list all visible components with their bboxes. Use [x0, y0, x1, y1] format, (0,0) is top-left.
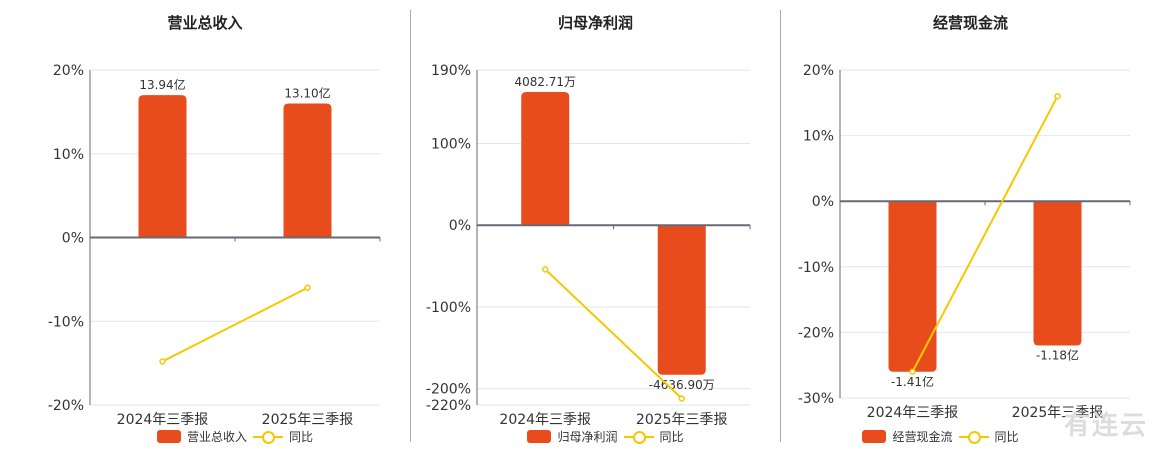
y-tick-label: 190% — [431, 63, 471, 79]
bar — [283, 103, 332, 238]
y-tick-label: 20% — [803, 63, 834, 79]
yoy-point — [909, 368, 916, 376]
legend: 经营现金流 同比 — [721, 428, 1160, 445]
x-tick-label: 2025年三季报 — [636, 412, 728, 428]
yoy-line — [162, 286, 308, 363]
chart-panel-net-profit: 归母净利润 190% 100% 0% -100% -200% -220% 4082.71万 -… — [411, 0, 780, 450]
y-tick-label: -220% — [426, 398, 471, 414]
legend-bar-swatch[interactable] — [156, 430, 181, 443]
chart-cash-flow: 20% 10% 0% -10% -20% -30% -1.41亿 -1.18亿 2024年三季报… — [798, 63, 1131, 421]
y-tick-label: 100% — [431, 137, 471, 153]
legend-bar-label[interactable]: 营业总收入 — [186, 430, 247, 444]
y-tick-label: -100% — [426, 300, 471, 316]
yoy-point — [304, 284, 311, 291]
bar — [657, 225, 706, 375]
y-tick-label: -10% — [798, 260, 834, 276]
y-tick-label: -30% — [798, 391, 834, 407]
x-tick-label: 2024年三季报 — [499, 412, 591, 428]
bar-data-label: 13.10亿 — [284, 86, 330, 101]
legend-line-swatch[interactable] — [623, 430, 654, 444]
legend: 营业总收入 同比 — [60, 428, 410, 445]
legend-bar-label[interactable]: 经营现金流 — [892, 430, 953, 444]
yoy-point — [159, 358, 166, 365]
y-tick-label: 10% — [53, 147, 84, 163]
x-tick-label: 2025年三季报 — [1012, 405, 1104, 421]
legend-bar-swatch[interactable] — [527, 430, 552, 443]
y-tick-label: -20% — [798, 325, 834, 341]
bar — [888, 201, 937, 372]
chart-title: 归母净利润 — [557, 14, 633, 32]
y-tick-label: 0% — [449, 218, 471, 234]
bar-data-label: -4636.90万 — [649, 378, 715, 392]
chart-net-profit: 190% 100% 0% -100% -200%-220% 4082.71万 -4636.9… — [426, 63, 751, 428]
x-tick-label: 2024年三季报 — [867, 405, 959, 421]
x-tick-label: 2025年三季报 — [262, 412, 354, 428]
x-tick-label: 2024年三季报 — [117, 412, 209, 428]
yoy-point — [1054, 92, 1061, 100]
bar — [521, 92, 570, 226]
y-tick-label: -10% — [48, 314, 84, 330]
yoy-line — [544, 268, 683, 400]
bar-data-label: -1.18亿 — [1036, 348, 1079, 363]
y-tick-label: -200% — [426, 382, 471, 398]
bar-data-label: 4082.71万 — [514, 75, 576, 89]
legend-line-swatch[interactable] — [958, 430, 989, 444]
legend: 归母净利润 同比 — [431, 428, 780, 445]
yoy-point — [678, 395, 685, 402]
y-tick-label: 10% — [803, 129, 834, 145]
y-tick-label: -20% — [48, 398, 84, 414]
legend-bar-swatch[interactable] — [862, 430, 887, 443]
yoy-point — [542, 266, 549, 273]
chart-revenue: 20% 10% 0% -10% -20% 13.94亿 13.10亿 2024年三季报 2025… — [48, 63, 381, 428]
watermark-logo: 有连云 — [1063, 411, 1148, 441]
bar — [138, 95, 187, 238]
chart-title: 经营现金流 — [932, 14, 1008, 32]
legend-bar-label[interactable]: 归母净利润 — [557, 430, 618, 444]
divider — [780, 10, 781, 442]
divider — [410, 10, 411, 442]
bar — [1033, 201, 1082, 346]
chart-panel-revenue: 营业总收入 20% 10% 0% -10% -20% 13.94亿 13.10亿 2024年三… — [0, 0, 410, 450]
y-tick-label: 0% — [812, 194, 834, 210]
y-tick-label: 0% — [62, 231, 84, 247]
y-tick-label: 20% — [53, 63, 84, 79]
legend-line-label[interactable]: 同比 — [659, 430, 684, 444]
legend-line-label[interactable]: 同比 — [289, 430, 314, 444]
legend-line-swatch[interactable] — [253, 430, 283, 444]
chart-panel-cash-flow: 经营现金流 20% 10% 0% -10% -20% -30% -1.41亿 -1.18亿 20… — [781, 0, 1160, 450]
legend-line-label[interactable]: 同比 — [994, 430, 1019, 444]
yoy-line — [911, 95, 1059, 373]
bar-data-label: 13.94亿 — [139, 77, 185, 92]
chart-title: 营业总收入 — [167, 14, 243, 32]
bar-data-label: -1.41亿 — [891, 374, 934, 389]
